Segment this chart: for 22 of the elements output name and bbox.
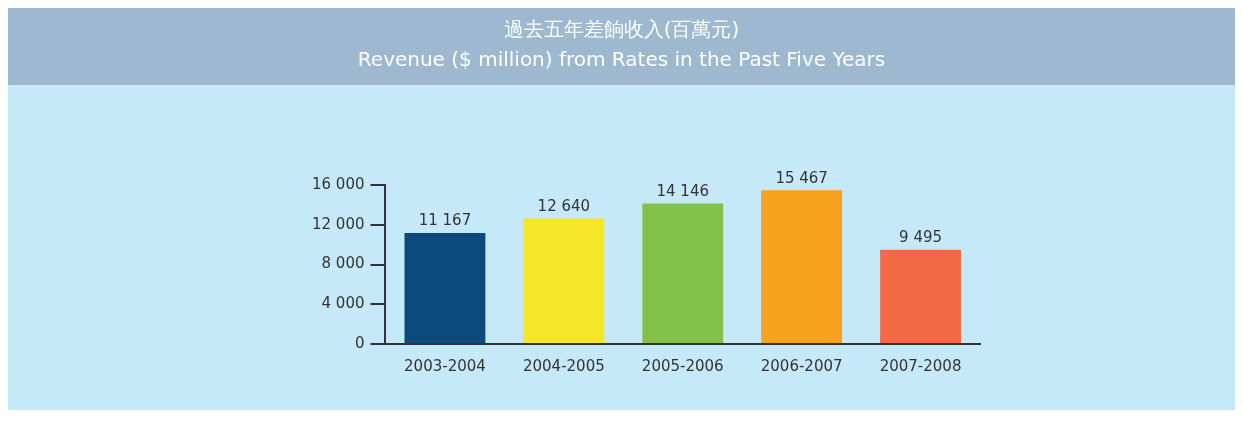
bar [404,233,486,343]
data-label: 9 495 [899,228,943,247]
bar [761,190,843,343]
y-tick-label: 16 000 [311,174,365,193]
bar [642,203,724,343]
x-tick-label: 2007-2008 [879,356,962,375]
data-label: 14 146 [656,181,709,200]
x-tick-label: 2006-2007 [760,356,843,375]
y-tick-label: 4 000 [321,294,365,313]
y-tick-label: 0 [354,333,365,352]
bar [880,249,961,343]
x-tick-label: 2004-2005 [522,356,605,375]
chart-title: 過去五年差餉收入(百萬元) [502,16,741,43]
data-label: 12 640 [537,196,591,215]
y-tick-label: 12 000 [311,214,365,233]
data-label: 15 467 [775,168,828,187]
x-tick-label: 2005-2006 [641,356,724,375]
y-tick-label: 8 000 [321,254,365,273]
x-tick-label: 2003-2004 [404,356,486,375]
bar [523,218,605,343]
chart-subtitle: Revenue ($ million) from Rates in the Past Five Years [356,46,887,73]
data-label: 11 167 [418,211,472,230]
